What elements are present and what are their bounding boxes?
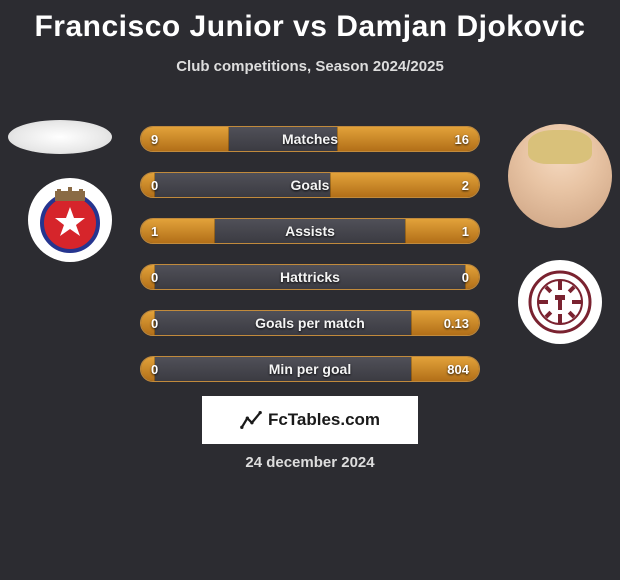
player2-avatar bbox=[508, 124, 612, 228]
stat-label: Hattricks bbox=[141, 265, 479, 289]
player1-club-badge bbox=[28, 178, 112, 262]
watermark: FcTables.com bbox=[202, 396, 418, 444]
stat-label: Assists bbox=[141, 219, 479, 243]
stat-row: 00Hattricks bbox=[140, 264, 480, 290]
stat-row: 02Goals bbox=[140, 172, 480, 198]
player1-avatar bbox=[8, 120, 112, 154]
fctables-logo-icon bbox=[240, 409, 262, 431]
page-title: Francisco Junior vs Damjan Djokovic bbox=[0, 0, 620, 44]
stat-row: 0804Min per goal bbox=[140, 356, 480, 382]
stat-label: Goals per match bbox=[141, 311, 479, 335]
subtitle: Club competitions, Season 2024/2025 bbox=[0, 58, 620, 75]
stat-row: 11Assists bbox=[140, 218, 480, 244]
watermark-text: FcTables.com bbox=[268, 410, 380, 430]
stat-label: Goals bbox=[141, 173, 479, 197]
player2-club-badge bbox=[518, 260, 602, 344]
club1-badge-icon bbox=[35, 185, 105, 255]
date-label: 24 december 2024 bbox=[0, 454, 620, 471]
stat-label: Matches bbox=[141, 127, 479, 151]
stats-chart: 916Matches 02Goals 11Assists 00Hattricks 00.… bbox=[140, 126, 480, 402]
stat-label: Min per goal bbox=[141, 357, 479, 381]
stat-row: 916Matches bbox=[140, 126, 480, 152]
stat-row: 00.13Goals per match bbox=[140, 310, 480, 336]
club2-badge-icon bbox=[525, 267, 595, 337]
